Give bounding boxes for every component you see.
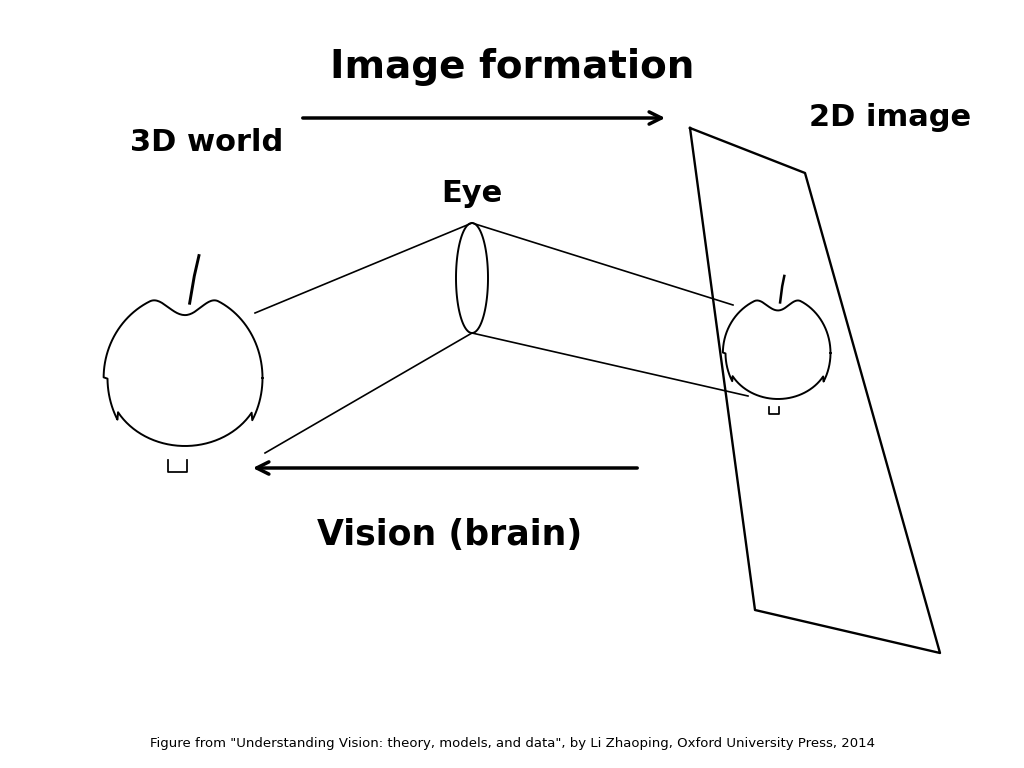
Text: Vision (brain): Vision (brain) [317, 518, 583, 552]
Text: 2D image: 2D image [809, 103, 971, 132]
Text: Eye: Eye [441, 179, 503, 208]
Text: Figure from "Understanding Vision: theory, models, and data", by Li Zhaoping, Ox: Figure from "Understanding Vision: theor… [150, 737, 874, 750]
Text: Image formation: Image formation [330, 48, 694, 86]
Text: 3D world: 3D world [130, 128, 284, 157]
